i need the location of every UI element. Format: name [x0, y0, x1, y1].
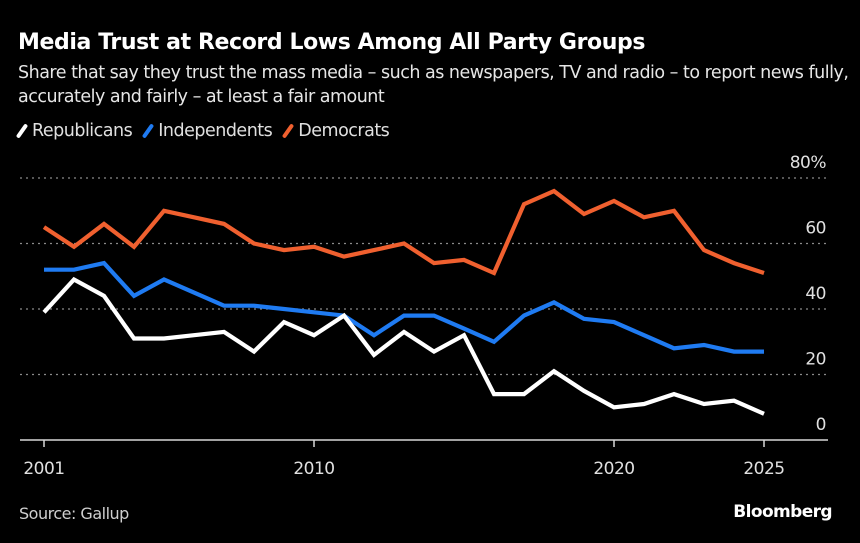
x-tick-label: 2020	[593, 459, 634, 479]
y-tick-label: 20	[805, 350, 826, 370]
legend-item-independents: Independents	[142, 121, 273, 141]
chart-title: Media Trust at Record Lows Among All Par…	[18, 30, 646, 55]
series-line-democrats	[42, 188, 765, 276]
legend-label-independents: Independents	[158, 121, 273, 141]
series-line-independents	[44, 260, 764, 354]
legend-item-democrats: Democrats	[282, 121, 390, 141]
x-tick-label: 2025	[743, 459, 784, 479]
x-axis: 2001 2010 2020 2025	[20, 439, 828, 479]
y-tick-label: 60	[805, 219, 826, 239]
legend-item-republicans: Republicans	[15, 121, 133, 141]
legend-label-republicans: Republicans	[32, 121, 133, 141]
legend-label-democrats: Democrats	[298, 121, 390, 141]
source-note: Source: Gallup	[19, 504, 129, 523]
series-line-republicans	[42, 276, 765, 416]
bloomberg-logo: Bloomberg	[733, 502, 832, 522]
y-tick-label: 40	[805, 284, 826, 304]
series-lines	[42, 188, 765, 416]
y-tick-label: 0	[816, 415, 826, 435]
chart-subtitle: Share that say they trust the mass media…	[18, 63, 849, 107]
y-tick-label: 80%	[790, 153, 827, 173]
y-axis-labels: 0 20 40 60 80%	[790, 153, 827, 435]
x-tick-label: 2001	[23, 459, 64, 479]
legend: Republicans Independents Democrats	[15, 121, 399, 141]
x-tick-label: 2010	[293, 459, 334, 479]
gridlines	[20, 177, 828, 376]
